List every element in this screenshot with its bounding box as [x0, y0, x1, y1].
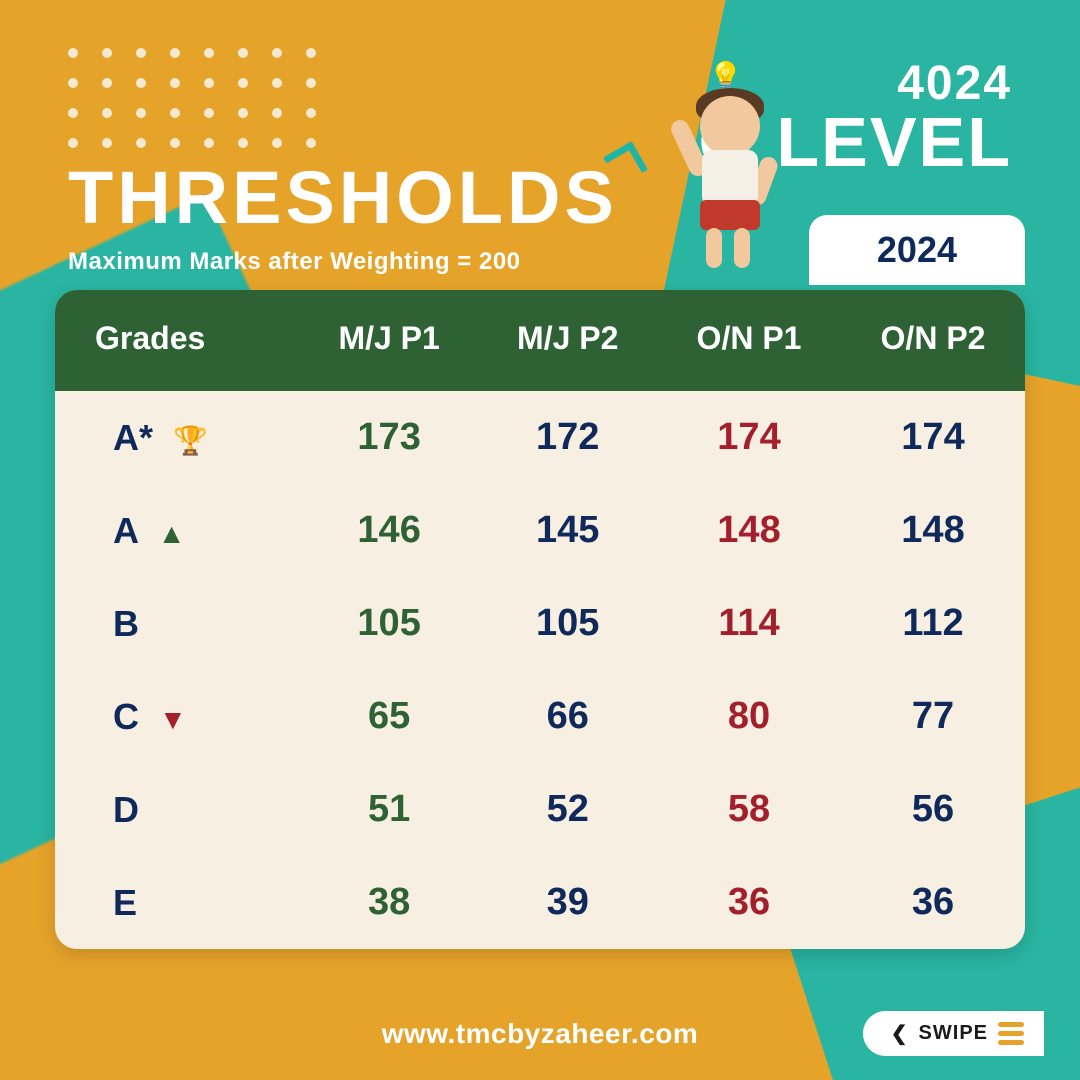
table-row: E38393636 — [55, 856, 1025, 949]
value-cell: 56 — [841, 763, 1025, 856]
year-pill: 2024 — [809, 215, 1025, 285]
table-header-cell: M/J P2 — [478, 290, 657, 391]
grade-cell: A ▲ — [55, 484, 300, 577]
swipe-badge[interactable]: ❮ SWIPE — [863, 1011, 1044, 1056]
heading-block: THRESHOLDS Maximum Marks after Weighting… — [68, 155, 618, 276]
value-cell: 112 — [841, 577, 1025, 670]
grade-cell: D — [55, 763, 300, 856]
grade-cell: E — [55, 856, 300, 949]
value-cell: 174 — [841, 391, 1025, 484]
value-cell: 80 — [657, 670, 841, 763]
swipe-bars-icon — [998, 1022, 1024, 1045]
value-cell: 105 — [300, 577, 479, 670]
value-cell: 148 — [841, 484, 1025, 577]
grade-cell: A* 🏆 — [55, 391, 300, 484]
value-cell: 173 — [300, 391, 479, 484]
value-cell: 105 — [478, 577, 657, 670]
table-row: D51525856 — [55, 763, 1025, 856]
value-cell: 39 — [478, 856, 657, 949]
table-row: C ▼65668077 — [55, 670, 1025, 763]
value-cell: 114 — [657, 577, 841, 670]
table-body: A* 🏆173172174174A ▲146145148148B10510511… — [55, 391, 1025, 949]
table-row: A ▲146145148148 — [55, 484, 1025, 577]
table-header-cell: O/N P2 — [841, 290, 1025, 391]
value-cell: 66 — [478, 670, 657, 763]
student-illustration: 💡 — [670, 78, 790, 268]
value-cell: 145 — [478, 484, 657, 577]
table-header-cell: O/N P1 — [657, 290, 841, 391]
swipe-label: SWIPE — [919, 1022, 988, 1045]
table-header-cell: M/J P1 — [300, 290, 479, 391]
value-cell: 174 — [657, 391, 841, 484]
table-header-cell: Grades — [55, 290, 300, 391]
value-cell: 38 — [300, 856, 479, 949]
chevron-left-icon: ❮ — [891, 1021, 909, 1046]
value-cell: 77 — [841, 670, 1025, 763]
table-row: B105105114112 — [55, 577, 1025, 670]
value-cell: 36 — [841, 856, 1025, 949]
grade-cell: C ▼ — [55, 670, 300, 763]
page-title: THRESHOLDS — [68, 155, 618, 240]
thresholds-table: GradesM/J P1M/J P2O/N P1O/N P2 A* 🏆17317… — [55, 290, 1025, 949]
dot-grid — [68, 48, 318, 150]
value-cell: 148 — [657, 484, 841, 577]
value-cell: 65 — [300, 670, 479, 763]
page-subtitle: Maximum Marks after Weighting = 200 — [68, 248, 618, 276]
table-header-row: GradesM/J P1M/J P2O/N P1O/N P2 — [55, 290, 1025, 391]
value-cell: 146 — [300, 484, 479, 577]
grade-cell: B — [55, 577, 300, 670]
table-row: A* 🏆173172174174 — [55, 391, 1025, 484]
thresholds-table-wrap: GradesM/J P1M/J P2O/N P1O/N P2 A* 🏆17317… — [55, 290, 1025, 949]
value-cell: 172 — [478, 391, 657, 484]
value-cell: 36 — [657, 856, 841, 949]
value-cell: 52 — [478, 763, 657, 856]
value-cell: 58 — [657, 763, 841, 856]
value-cell: 51 — [300, 763, 479, 856]
